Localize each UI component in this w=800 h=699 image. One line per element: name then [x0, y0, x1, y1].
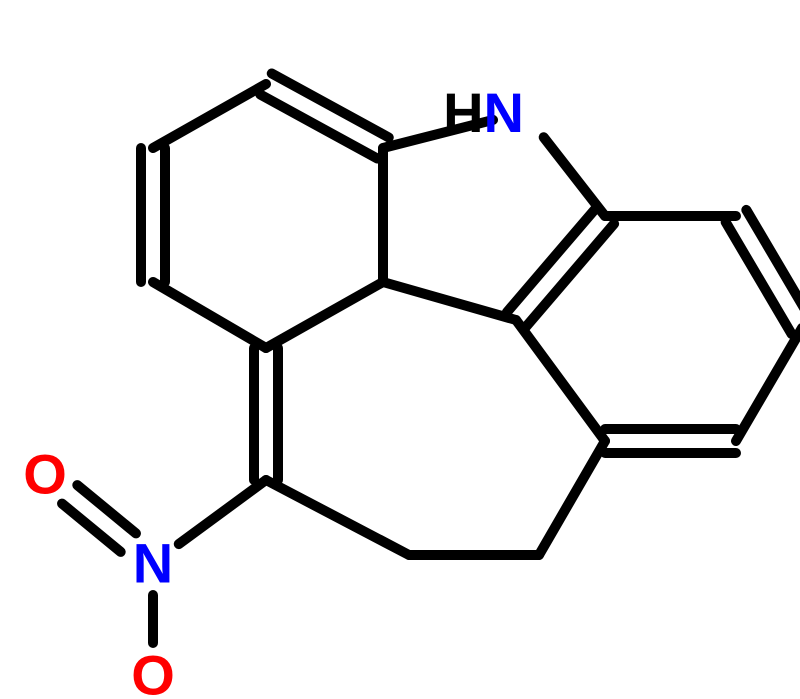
atom-label-n: N	[133, 532, 173, 595]
bond-line	[153, 84, 266, 148]
bond-line	[383, 282, 516, 320]
bond-line	[539, 441, 605, 555]
atom-label-n: HN	[443, 81, 524, 144]
bond-line	[736, 328, 800, 441]
bond-line	[179, 480, 266, 544]
bond-line	[516, 320, 605, 441]
bond-line	[266, 282, 383, 348]
molecule-diagram: ONOHN	[0, 0, 800, 699]
bond-line	[153, 282, 266, 348]
atom-label-o: O	[131, 644, 175, 699]
atom-label-o: O	[23, 443, 67, 506]
bond-line	[266, 480, 409, 555]
